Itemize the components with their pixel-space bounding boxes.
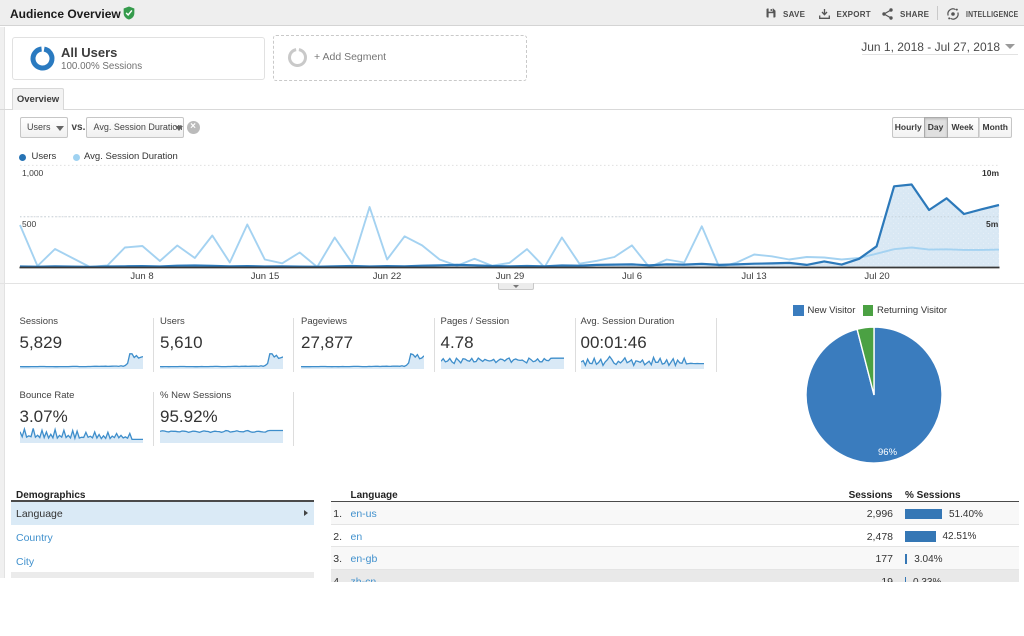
svg-text:96%: 96%: [878, 447, 898, 458]
